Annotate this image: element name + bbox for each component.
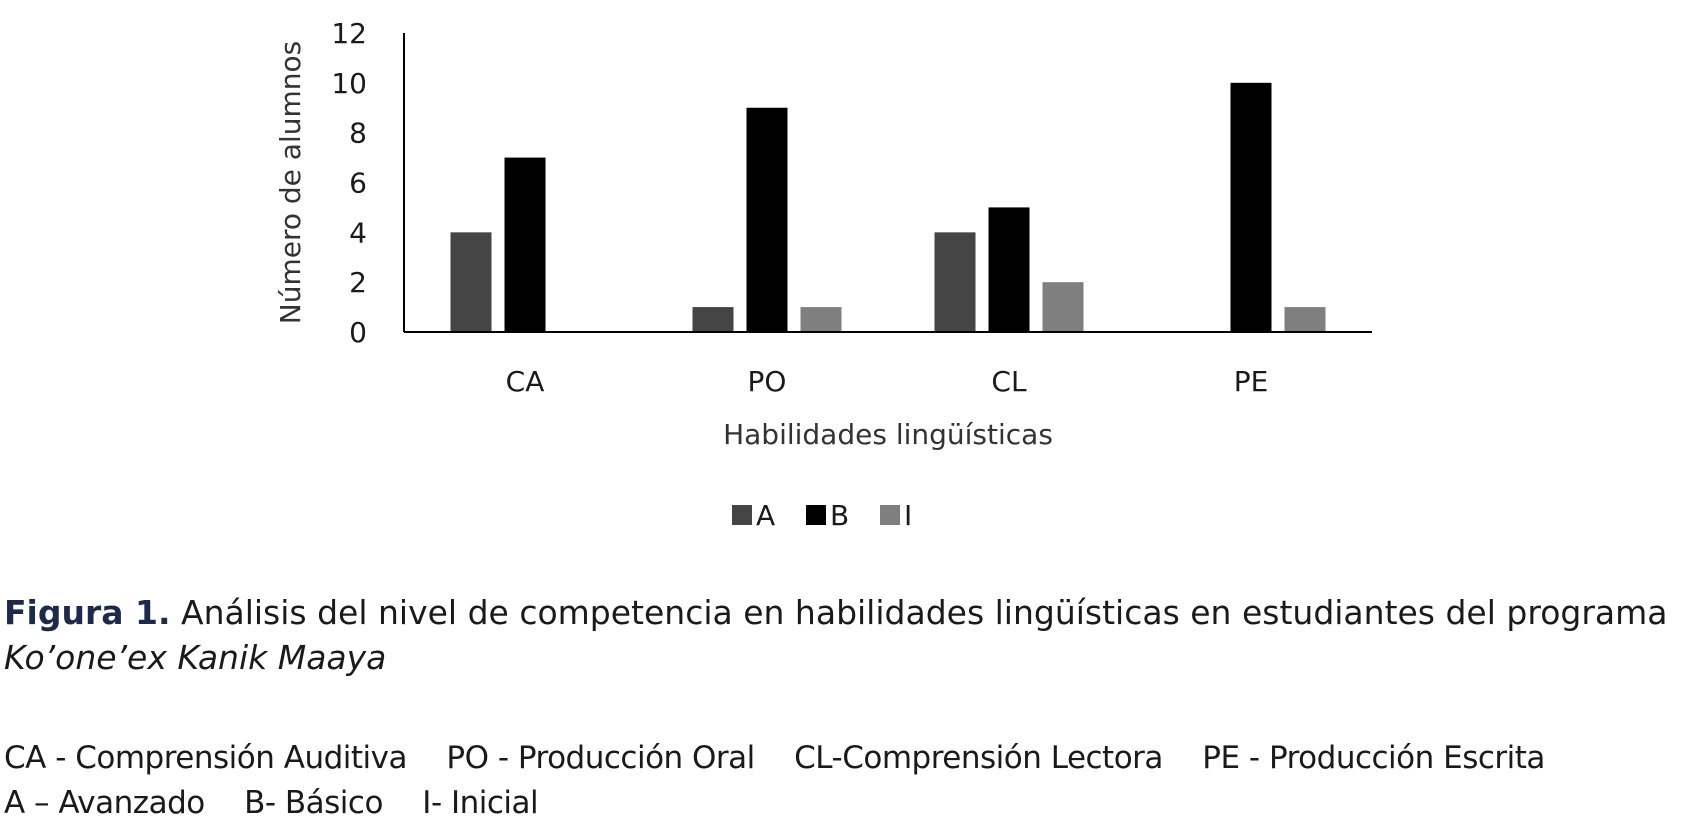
y-tick-label: 4 — [349, 216, 367, 249]
bar-b-po — [746, 107, 788, 332]
bar-a-ca — [450, 232, 492, 332]
y-tick-labels: 0 2 4 6 8 10 12 — [331, 17, 367, 349]
skill-abbreviations: CA - Comprensión Auditiva PO - Producció… — [4, 736, 1692, 781]
figure-caption-text: Análisis del nivel de competencia en hab… — [181, 593, 1668, 632]
legend-label-i: I — [904, 499, 912, 532]
legend-label-a: A — [756, 499, 775, 532]
abbr-cl: CL-Comprensión Lectora — [794, 740, 1163, 776]
abbr-b: B- Básico — [244, 785, 383, 821]
bar-a-po — [692, 307, 734, 332]
bar-a-cl — [934, 232, 976, 332]
bars — [450, 82, 1326, 332]
abbreviation-key: CA - Comprensión Auditiva PO - Producció… — [4, 736, 1692, 826]
y-axis-title: Número de alumnos — [274, 41, 307, 324]
x-tick-label: CL — [991, 365, 1027, 398]
y-tick-label: 6 — [349, 167, 367, 200]
bar-b-cl — [988, 207, 1030, 332]
abbr-po: PO - Producción Oral — [446, 740, 755, 776]
legend-swatch-a — [732, 505, 752, 525]
legend-label-b: B — [830, 499, 849, 532]
x-axis-title: Habilidades lingüísticas — [723, 418, 1053, 451]
bar-i-pe — [1284, 307, 1326, 332]
y-tick-label: 2 — [349, 266, 367, 299]
bar-b-pe — [1230, 82, 1272, 332]
figure-caption: Figura 1. Análisis del nivel de competen… — [4, 590, 1684, 680]
level-abbreviations: A – Avanzado B- Básico I- Inicial — [4, 781, 1692, 826]
abbr-pe: PE - Producción Escrita — [1202, 740, 1545, 776]
program-name: Ko’one’ex Kanik Maaya — [4, 638, 387, 677]
abbr-a: A – Avanzado — [4, 785, 205, 821]
y-tick-label: 8 — [349, 117, 367, 150]
x-tick-labels: CA PO CL PE — [506, 365, 1269, 398]
bar-i-po — [800, 307, 842, 332]
legend-swatch-i — [880, 505, 900, 525]
y-tick-label: 0 — [349, 316, 367, 349]
bar-b-ca — [504, 157, 546, 332]
x-tick-label: PO — [748, 365, 787, 398]
x-tick-label: PE — [1234, 365, 1269, 398]
legend-swatch-b — [806, 505, 826, 525]
abbr-i: I- Inicial — [422, 785, 539, 821]
abbr-ca: CA - Comprensión Auditiva — [4, 740, 408, 776]
figure-label: Figura 1. — [4, 593, 171, 632]
bar-chart: 0 2 4 6 8 10 12 CA PO CL PE Número de alumnos Hab… — [274, 17, 1372, 532]
y-tick-label: 12 — [331, 17, 367, 50]
bar-i-cl — [1042, 282, 1084, 332]
x-tick-label: CA — [506, 365, 545, 398]
y-tick-label: 10 — [331, 67, 367, 100]
